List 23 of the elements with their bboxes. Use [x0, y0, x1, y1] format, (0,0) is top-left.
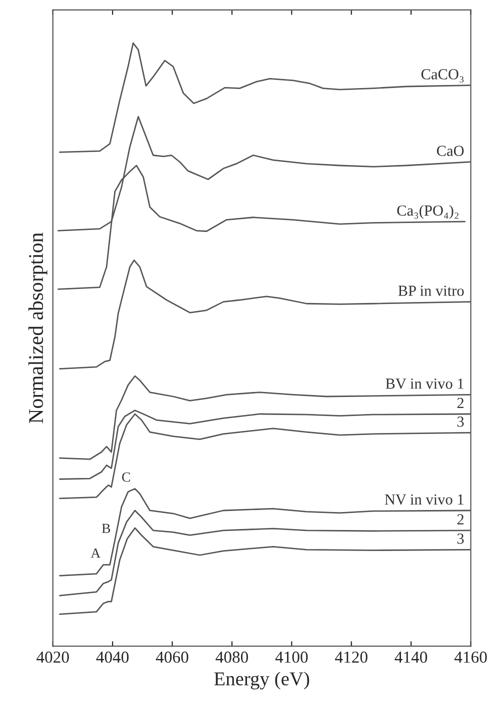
series-label: Ca₃(PO₄)₂ [397, 204, 458, 219]
x-tick-label: 4060 [156, 652, 188, 663]
series-label: CaCO₃ [421, 69, 464, 82]
series-label: CaO [436, 146, 464, 156]
x-tick-label: 4080 [216, 652, 248, 663]
series-label: BP in vitro [398, 286, 464, 296]
x-axis-title: Energy (eV) [214, 672, 310, 690]
series-label: 3 [457, 534, 464, 544]
annotation: C [122, 472, 130, 482]
x-tick-label: 4100 [275, 652, 308, 663]
x-tick-label: 4120 [335, 652, 368, 663]
y-axis-title: Normalized absorption [28, 232, 48, 424]
x-tick-label: 4140 [394, 652, 428, 663]
series-label: BV in vivo 1 [386, 378, 464, 389]
annotation: B [102, 524, 110, 533]
series-label: 2 [457, 514, 464, 524]
annotation: A [90, 548, 101, 558]
x-tick-label: 4160 [454, 652, 487, 663]
series-label: 3 [457, 416, 464, 427]
series-label: 2 [457, 398, 464, 408]
x-tick-label: 4020 [36, 652, 69, 663]
x-tick-label: 4040 [96, 652, 129, 663]
series-label: NV in vivo 1 [384, 494, 464, 505]
